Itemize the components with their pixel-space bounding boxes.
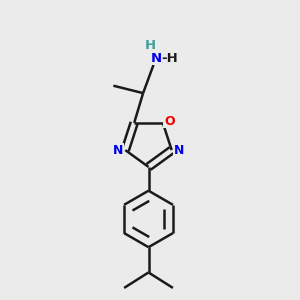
Text: O: O xyxy=(164,115,175,128)
Text: H: H xyxy=(145,39,156,52)
Text: N: N xyxy=(113,144,123,157)
Text: N: N xyxy=(174,144,184,157)
Text: N: N xyxy=(151,52,162,65)
Text: -H: -H xyxy=(161,52,178,65)
